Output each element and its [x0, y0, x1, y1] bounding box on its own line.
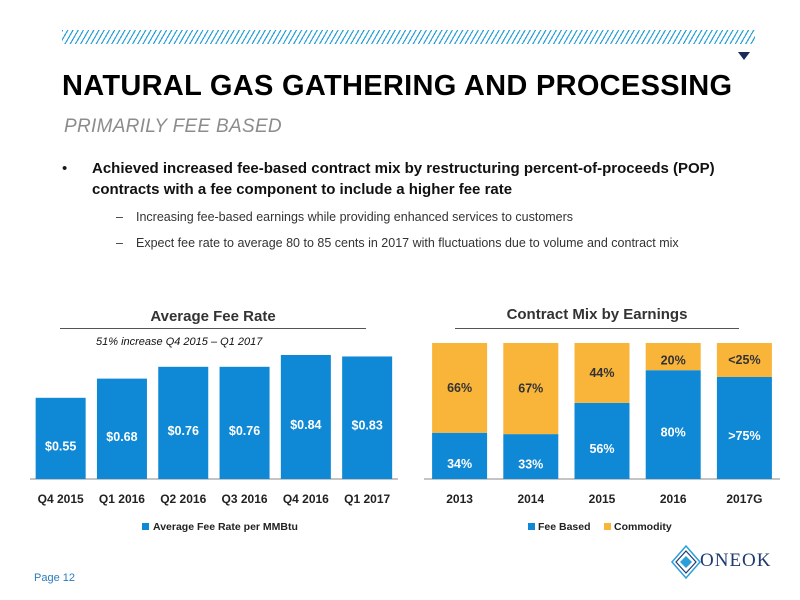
- contract-mix-chart-title: Contract Mix by Earnings: [506, 306, 688, 323]
- sub-bullet-1: Increasing fee-based earnings while prov…: [136, 210, 574, 224]
- fee-rate-bar: [342, 356, 393, 479]
- fee-rate-bar: [280, 355, 331, 479]
- fee-rate-chart-title: Average Fee Rate: [150, 308, 276, 325]
- hatch-band: [62, 30, 755, 44]
- sub-bullet-2: Expect fee rate to average 80 to 85 cent…: [136, 236, 679, 250]
- commodity-data-label: 44%: [589, 366, 614, 380]
- fee-based-data-label: >75%: [728, 429, 760, 443]
- fee-based-legend-swatch: [528, 523, 535, 530]
- fee-rate-annotation: 51% increase Q4 2015 – Q1 2017: [96, 336, 263, 348]
- contract-mix-title-rule: [455, 328, 739, 329]
- sub-bullet-dash-icon: –: [116, 236, 123, 250]
- contract-mix-tick-label: 2016: [660, 492, 687, 506]
- fee-rate-bar: [219, 366, 270, 479]
- fee-rate-legend-label: Average Fee Rate per MMBtu: [153, 521, 298, 533]
- fee-rate-bar: [35, 397, 86, 479]
- commodity-segment: [432, 343, 488, 433]
- sub-bullet-dash-icon: –: [116, 210, 123, 224]
- commodity-legend-label: Commodity: [614, 521, 672, 533]
- slide-subtitle: PRIMARILY FEE BASED: [64, 116, 282, 137]
- commodity-data-label: 20%: [661, 354, 686, 368]
- oneok-logo-text: ONEOK: [700, 550, 772, 571]
- commodity-legend-swatch: [604, 523, 611, 530]
- contract-mix-tick-label: 2017G: [726, 492, 762, 506]
- contract-mix-tick-label: 2013: [446, 492, 473, 506]
- fee-rate-data-label: $0.76: [229, 424, 260, 438]
- contract-mix-tick-label: 2014: [517, 492, 544, 506]
- fee-based-data-label: 56%: [589, 442, 614, 456]
- commodity-segment: [716, 343, 772, 377]
- commodity-data-label: 66%: [447, 381, 472, 395]
- commodity-data-label: 67%: [518, 382, 543, 396]
- bullet-dot-icon: •: [62, 160, 68, 177]
- fee-rate-data-label: $0.83: [352, 419, 383, 433]
- commodity-segment: [645, 343, 701, 371]
- commodity-segment: [503, 343, 559, 435]
- page-number: Page 12: [34, 572, 75, 584]
- fee-based-segment: [645, 370, 701, 479]
- fee-rate-title-rule: [60, 328, 366, 329]
- fee-rate-data-label: $0.84: [290, 418, 321, 432]
- fee-based-data-label: 33%: [518, 458, 543, 472]
- slide-title: NATURAL GAS GATHERING AND PROCESSING: [62, 70, 733, 102]
- fee-based-segment: [574, 402, 630, 479]
- fee-rate-tick-label: Q4 2015: [38, 492, 84, 506]
- fee-rate-tick-label: Q1 2017: [344, 492, 390, 506]
- fee-rate-tick-label: Q3 2016: [222, 492, 268, 506]
- corner-triangle-icon: [738, 52, 750, 60]
- main-bullet: Achieved increased fee-based contract mi…: [92, 160, 715, 198]
- fee-based-segment: [503, 434, 559, 479]
- fee-based-data-label: 34%: [447, 457, 472, 471]
- fee-rate-tick-label: Q1 2016: [99, 492, 145, 506]
- fee-based-segment: [716, 377, 772, 479]
- oneok-logo-icon: [671, 544, 701, 580]
- fee-rate-tick-label: Q4 2016: [283, 492, 329, 506]
- fee-based-data-label: 80%: [661, 426, 686, 440]
- fee-rate-tick-label: Q2 2016: [160, 492, 206, 506]
- commodity-segment: [574, 343, 630, 403]
- fee-rate-bar: [96, 378, 147, 479]
- fee-rate-data-label: $0.68: [106, 430, 137, 444]
- fee-based-segment: [432, 432, 488, 479]
- commodity-data-label: <25%: [728, 353, 760, 367]
- fee-based-legend-label: Fee Based: [538, 521, 591, 533]
- fee-rate-data-label: $0.55: [45, 439, 76, 453]
- fee-rate-data-label: $0.76: [168, 424, 199, 438]
- fee-rate-bar: [158, 366, 209, 479]
- fee-rate-legend-swatch: [142, 523, 149, 530]
- contract-mix-tick-label: 2015: [589, 492, 616, 506]
